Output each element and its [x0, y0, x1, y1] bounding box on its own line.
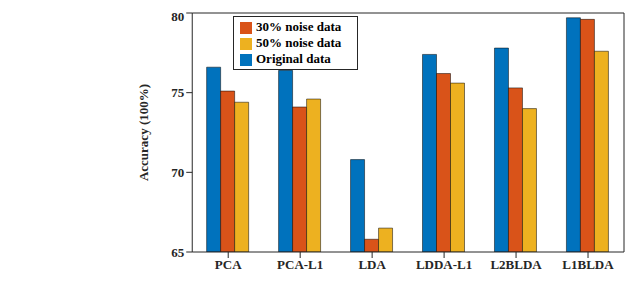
svg-text:65: 65 [171, 245, 185, 260]
svg-text:L1BLDA: L1BLDA [562, 257, 614, 272]
svg-text:80: 80 [171, 9, 184, 24]
html-text:30% noise data: 30% noise data [256, 19, 342, 34]
svg-text:PCA-L1: PCA-L1 [277, 257, 323, 272]
svg-text:Accuracy (100%): Accuracy (100%) [136, 84, 151, 181]
svg-text:L2BLDA: L2BLDA [490, 257, 542, 272]
svg-text:LDA: LDA [358, 257, 386, 272]
svg-text:70: 70 [171, 165, 184, 180]
svg-text:PCA: PCA [215, 257, 242, 272]
svg-text:LDDA-L1: LDDA-L1 [416, 257, 472, 272]
html-text:50% noise data: 50% noise data [256, 35, 342, 50]
html-text:Original data: Original data [256, 51, 331, 66]
svg-text:75: 75 [171, 85, 185, 100]
